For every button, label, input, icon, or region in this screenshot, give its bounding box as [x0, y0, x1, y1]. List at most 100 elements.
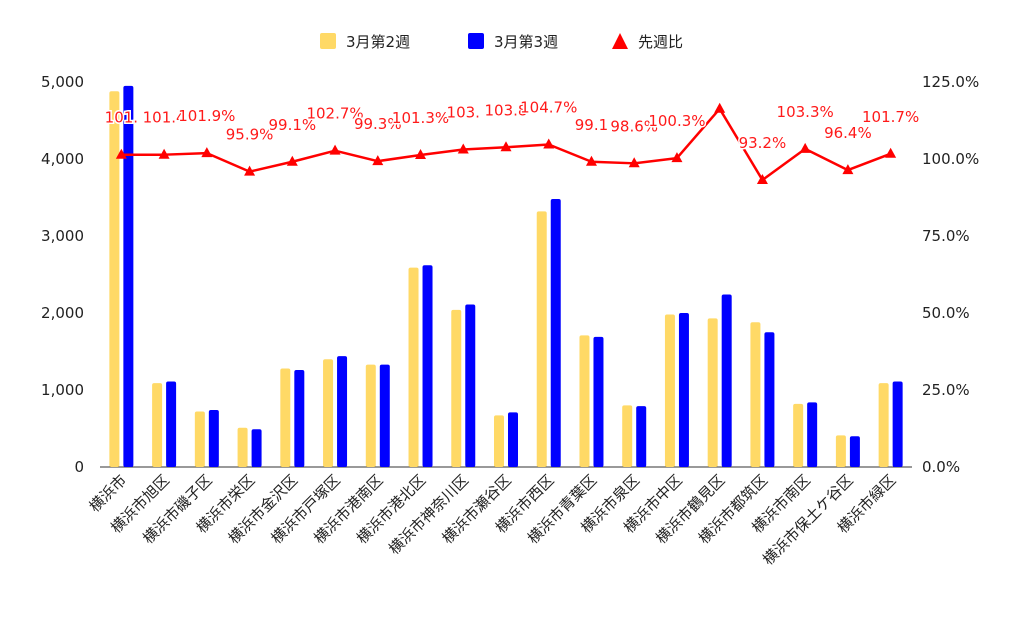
- ratio-data-label: 99.3%: [354, 115, 402, 133]
- bar-week3: [166, 381, 177, 467]
- ratio-data-label: 101.9%: [178, 107, 235, 125]
- left-axis-tick-label: 5,000: [41, 73, 84, 91]
- bar-week3: [123, 85, 134, 467]
- bar-series: [109, 85, 903, 468]
- legend-label: 3月第2週: [346, 33, 410, 51]
- bar-week2: [878, 383, 889, 467]
- bar-week2: [237, 427, 248, 467]
- ratio-data-label: 101.: [105, 109, 138, 127]
- left-axis-tick-label: 4,000: [41, 150, 84, 168]
- ratio-marker: [799, 142, 811, 153]
- bar-week3: [465, 304, 476, 467]
- bar-week3: [208, 410, 219, 467]
- legend-swatch-week2: [320, 33, 336, 49]
- ratio-marker: [201, 147, 213, 158]
- ratio-data-label: 96.4%: [824, 124, 872, 142]
- right-axis-tick-label: 50.0%: [922, 304, 970, 322]
- bar-week3: [251, 429, 262, 467]
- bar-week2: [280, 368, 291, 467]
- bar-week2: [365, 364, 376, 467]
- bar-week2: [664, 314, 675, 467]
- bar-week2: [707, 318, 718, 467]
- bar-week3: [807, 402, 818, 467]
- ratio-data-label: 99.1%: [268, 116, 316, 134]
- bar-week2: [451, 309, 462, 467]
- ratio-marker: [543, 138, 555, 149]
- line-series: 101. 101.4101.9%95.9%99.1%102.7%99.3%101.…: [103, 97, 921, 184]
- ratio-data-label: 103.: [447, 103, 480, 121]
- bar-week3: [422, 265, 433, 467]
- bar-week2: [323, 359, 334, 467]
- ratio-marker: [500, 141, 512, 152]
- ratio-marker: [457, 143, 469, 154]
- bar-week3: [337, 356, 348, 467]
- bar-week2: [622, 405, 633, 467]
- bar-week2: [194, 411, 205, 467]
- ratio-marker: [628, 157, 640, 168]
- left-axis: 0 1,000 2,000 3,000 4,000 5,000: [41, 73, 84, 476]
- ratio-data-label: 101.3%: [392, 109, 449, 127]
- right-axis-tick-label: 25.0%: [922, 381, 970, 399]
- bar-week3: [550, 199, 561, 468]
- bar-week2: [750, 322, 761, 467]
- bar-week2: [408, 267, 419, 467]
- ratio-data-label: 102.7%: [306, 105, 363, 123]
- ratio-marker: [756, 173, 768, 184]
- ratio-marker: [585, 155, 597, 166]
- ratio-marker: [415, 148, 427, 159]
- right-axis-tick-label: 100.0%: [922, 150, 979, 168]
- right-axis-tick-label: 0.0%: [922, 458, 960, 476]
- bar-week2: [793, 403, 804, 467]
- x-axis-labels: 横浜市横浜市旭区横浜市磯子区横浜市栄区横浜市金沢区横浜市戸塚区横浜市港南区横浜市…: [86, 471, 900, 569]
- right-axis-tick-label: 125.0%: [922, 73, 979, 91]
- legend-swatch-week3: [468, 33, 484, 49]
- bar-week2: [835, 435, 846, 467]
- ratio-data-label: 104.7%: [520, 99, 577, 117]
- bar-week2: [152, 383, 163, 467]
- right-axis: 0.0% 25.0% 50.0% 75.0% 100.0% 125.0%: [922, 73, 979, 476]
- ratio-data-label: 101.7%: [862, 108, 919, 126]
- right-axis-tick-label: 75.0%: [922, 227, 970, 245]
- ratio-marker: [286, 155, 298, 166]
- bar-week3: [294, 369, 305, 467]
- bar-week3: [379, 364, 390, 467]
- ratio-data-label: 93.2%: [739, 134, 787, 152]
- left-axis-tick-label: 1,000: [41, 381, 84, 399]
- ratio-marker: [115, 148, 127, 159]
- bar-week3: [849, 436, 860, 467]
- bar-week2: [494, 415, 504, 467]
- ratio-marker: [158, 148, 170, 159]
- left-axis-tick-label: 2,000: [41, 304, 84, 322]
- ratio-data-label: 99.1: [575, 116, 608, 134]
- bar-week3: [593, 336, 604, 467]
- left-axis-tick-label: 3,000: [41, 227, 84, 245]
- ratio-marker: [372, 155, 384, 166]
- ratio-marker: [329, 144, 341, 155]
- bar-week2: [109, 91, 120, 468]
- ratio-marker: [671, 152, 683, 163]
- ratio-data-label: 101.4: [143, 109, 186, 127]
- legend-label: 3月第3週: [494, 33, 558, 51]
- bar-week3: [892, 381, 903, 467]
- bar-week3: [764, 332, 775, 467]
- ratio-marker: [885, 147, 897, 158]
- legend-label: 先週比: [638, 33, 683, 51]
- ratio-marker: [842, 164, 854, 175]
- legend-swatch-ratio: [612, 33, 628, 49]
- ratio-data-label: 95.9%: [226, 126, 274, 144]
- ratio-data-label: 103.8: [485, 101, 528, 119]
- ratio-marker: [244, 165, 256, 176]
- ratio-marker: [714, 102, 726, 113]
- ratio-data-label: 103.3%: [777, 103, 834, 121]
- ratio-data-label: 98.6%: [610, 117, 658, 135]
- ratio-data-label: 100.3%: [648, 112, 705, 130]
- bar-week3: [678, 313, 689, 467]
- bar-week3: [721, 294, 732, 467]
- bar-week3: [636, 406, 647, 467]
- bar-week3: [508, 412, 518, 467]
- bar-week2: [579, 335, 590, 467]
- left-axis-tick-label: 0: [74, 458, 84, 476]
- legend: 3月第2週 3月第3週 先週比: [320, 33, 683, 51]
- bar-week2: [536, 211, 547, 467]
